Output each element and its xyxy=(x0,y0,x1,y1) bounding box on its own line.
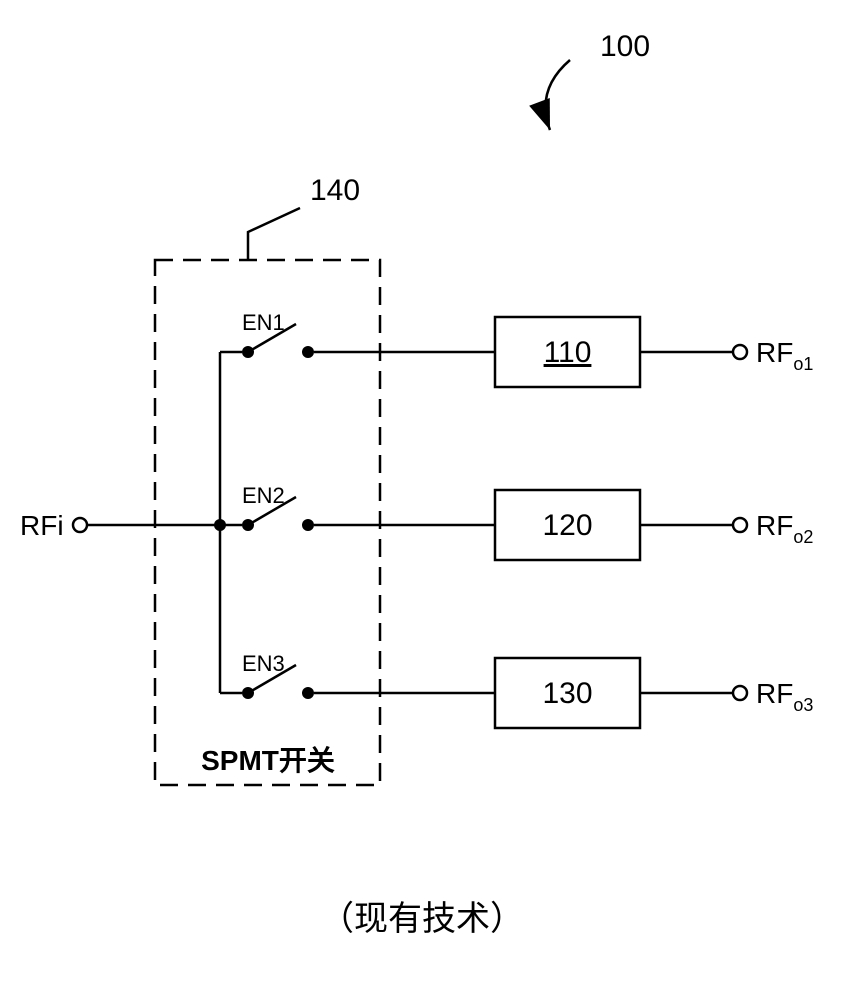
out-terminal-2 xyxy=(733,518,747,532)
sw2-contact-right xyxy=(302,519,314,531)
out-terminal-1 xyxy=(733,345,747,359)
canvas-bg xyxy=(0,0,844,1000)
sw3-contact-right xyxy=(302,687,314,699)
rfi-label: RFi xyxy=(20,510,64,541)
spmt-switch-label: SPMT开关 xyxy=(201,745,335,776)
callout-100: 100 xyxy=(600,30,650,63)
block-110-label: 110 xyxy=(544,336,592,369)
caption-prior-art: （现有技术） xyxy=(320,900,524,938)
sw1-contact-right xyxy=(302,346,314,358)
out-terminal-3 xyxy=(733,686,747,700)
block-120-label: 120 xyxy=(542,509,592,542)
sw2-en-label: EN2 xyxy=(242,483,285,508)
sw1-en-label: EN1 xyxy=(242,310,285,335)
sw3-en-label: EN3 xyxy=(242,651,285,676)
callout-140: 140 xyxy=(310,174,360,207)
rfi-terminal xyxy=(73,518,87,532)
block-130-label: 130 xyxy=(542,677,592,710)
